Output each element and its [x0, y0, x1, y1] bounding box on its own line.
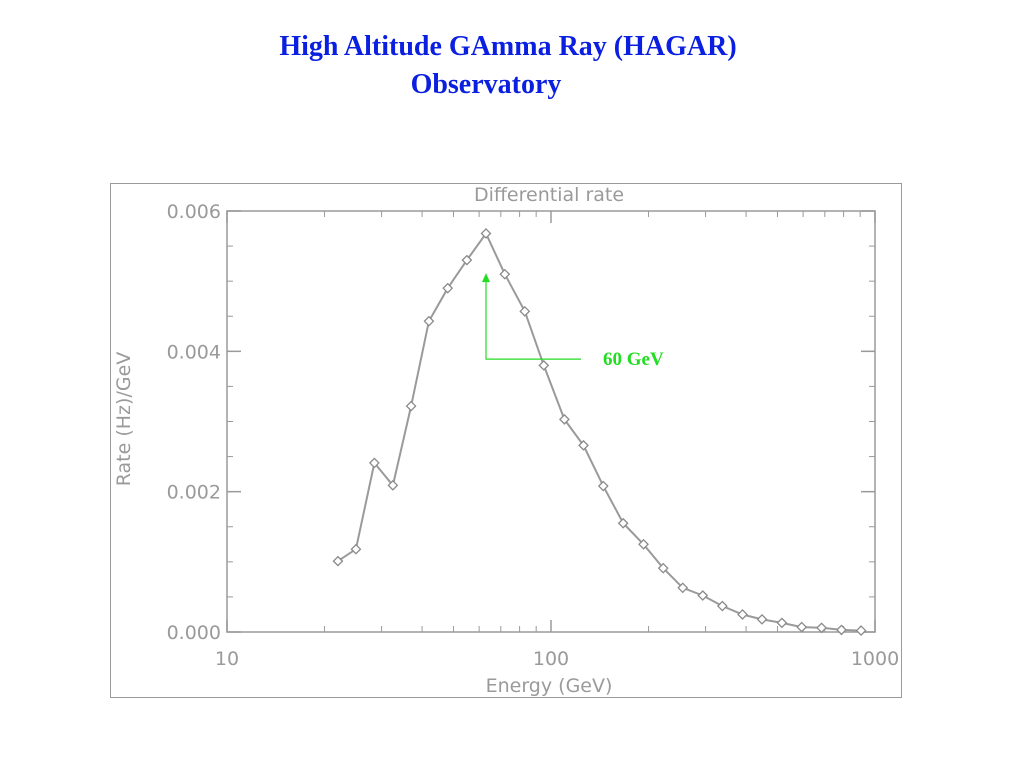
annotation-label: 60 GeV: [603, 349, 664, 370]
data-series: [332, 228, 867, 637]
data-point-marker: [519, 305, 531, 317]
axes: 10 100 1000 0.000 0.002 0.004 0.006: [167, 201, 900, 670]
data-point-marker: [442, 282, 454, 294]
annotation-arrowhead: [481, 273, 490, 283]
data-point-marker: [697, 590, 709, 601]
slide-title-line-1: High Altitude GAmma Ray (HAGAR): [279, 31, 737, 62]
y-axis-label: Rate (Hz)/GeV: [113, 352, 135, 487]
slide-title-line-2: Observatory: [410, 69, 562, 100]
data-point-marker: [558, 413, 570, 425]
x-tick-label: 100: [533, 648, 569, 670]
data-point-marker: [387, 479, 399, 491]
chart-frame: Differential rate Energy (GeV) Rate (Hz)…: [110, 183, 902, 698]
data-point-marker: [737, 609, 748, 620]
differential-rate-chart: Differential rate Energy (GeV) Rate (Hz)…: [113, 184, 900, 697]
data-point-marker: [617, 517, 629, 529]
data-point-marker: [816, 622, 827, 634]
data-point-marker: [350, 543, 362, 555]
data-point-marker: [796, 621, 808, 633]
data-point-marker: [368, 457, 380, 469]
data-point-marker: [480, 228, 492, 239]
data-point-marker: [461, 254, 473, 266]
data-point-marker: [332, 555, 344, 567]
annotation-arrow-line: [485, 281, 581, 360]
data-point-marker: [677, 582, 689, 594]
data-point-marker: [499, 268, 511, 280]
chart-title: Differential rate: [474, 184, 624, 206]
series-line: [337, 231, 862, 632]
data-point-marker: [405, 400, 417, 412]
data-point-marker: [756, 613, 768, 625]
x-axis-label: Energy (GeV): [486, 675, 613, 697]
y-tick-label: 0.004: [167, 341, 221, 363]
data-point-marker: [597, 480, 609, 492]
x-tick-label: 1000: [851, 648, 899, 670]
data-point-marker: [716, 600, 728, 612]
data-point-marker: [578, 439, 589, 451]
annotations: 60 GeV: [481, 273, 664, 370]
x-tick-label: 10: [215, 648, 239, 670]
data-point-marker: [538, 359, 550, 371]
y-tick-label: 0.006: [167, 201, 221, 223]
slide-title: High Altitude GAmma Ray (HAGAR) Observat…: [0, 28, 1024, 104]
data-point-marker: [776, 617, 788, 629]
y-tick-label: 0.002: [167, 482, 221, 504]
data-point-marker: [836, 624, 847, 636]
plot-box: [226, 210, 876, 633]
y-tick-label: 0.000: [167, 622, 221, 644]
data-point-marker: [855, 625, 867, 637]
data-point-marker: [638, 538, 649, 550]
data-point-marker: [423, 315, 435, 327]
data-point-marker: [657, 562, 669, 574]
